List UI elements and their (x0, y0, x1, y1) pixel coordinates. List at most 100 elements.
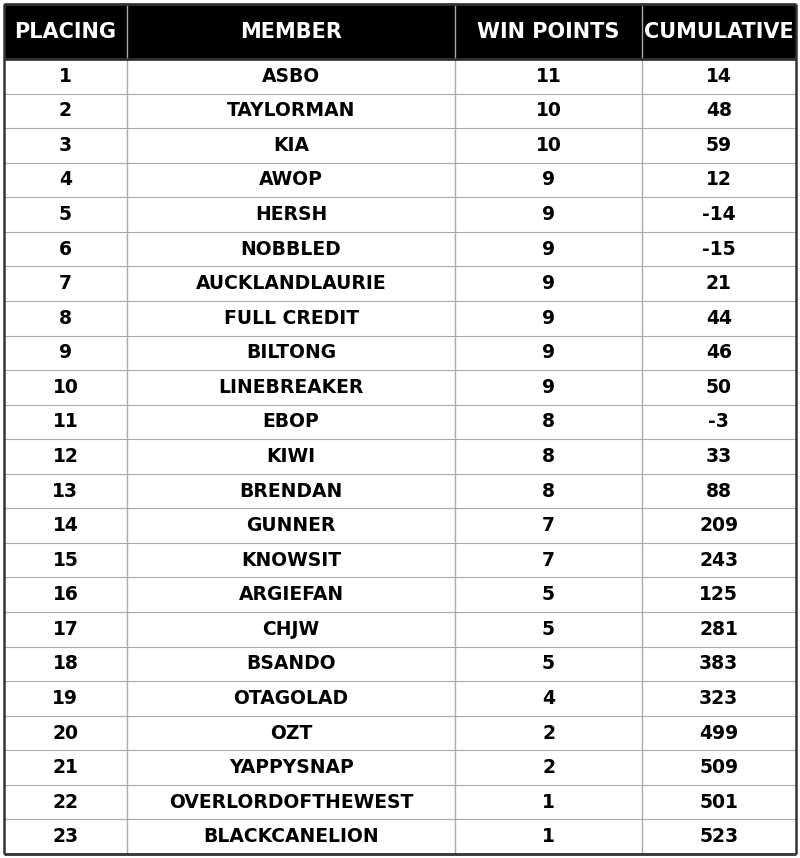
Bar (4, 4, 796, 59)
Bar (4, 301, 796, 335)
Text: 11: 11 (536, 67, 562, 86)
Bar (4, 163, 796, 197)
Text: NOBBLED: NOBBLED (241, 239, 342, 258)
Text: MEMBER: MEMBER (240, 21, 342, 41)
Text: 33: 33 (706, 447, 732, 466)
Text: 323: 323 (699, 689, 738, 708)
Text: -14: -14 (702, 205, 735, 224)
Text: 59: 59 (706, 136, 732, 155)
Bar (4, 750, 796, 785)
Bar (4, 647, 796, 681)
Text: 10: 10 (535, 136, 562, 155)
Text: 22: 22 (52, 793, 78, 812)
Text: 23: 23 (52, 827, 78, 846)
Text: 15: 15 (53, 551, 78, 570)
Text: 9: 9 (542, 378, 555, 397)
Text: 209: 209 (699, 517, 738, 535)
Text: 4: 4 (59, 171, 72, 190)
Text: 5: 5 (542, 585, 555, 604)
Text: TAYLORMAN: TAYLORMAN (227, 101, 355, 120)
Text: 48: 48 (706, 101, 732, 120)
Text: 20: 20 (52, 723, 78, 742)
Text: 2: 2 (542, 758, 555, 777)
Text: 9: 9 (542, 171, 555, 190)
Text: CUMULATIVE: CUMULATIVE (644, 21, 794, 41)
Bar (4, 474, 796, 508)
Text: AWOP: AWOP (259, 171, 323, 190)
Text: KIWI: KIWI (266, 447, 316, 466)
Text: 281: 281 (699, 619, 738, 639)
Bar (4, 128, 796, 163)
Text: 8: 8 (542, 413, 555, 432)
Text: 7: 7 (59, 275, 72, 293)
Text: BRENDAN: BRENDAN (239, 481, 342, 500)
Text: 9: 9 (542, 239, 555, 258)
Text: 21: 21 (706, 275, 732, 293)
Text: AUCKLANDLAURIE: AUCKLANDLAURIE (196, 275, 386, 293)
Text: PLACING: PLACING (14, 21, 116, 41)
Text: 12: 12 (53, 447, 78, 466)
Text: GUNNER: GUNNER (246, 517, 336, 535)
Text: 3: 3 (59, 136, 72, 155)
Text: 509: 509 (699, 758, 738, 777)
Text: 9: 9 (542, 205, 555, 224)
Bar (4, 681, 796, 716)
Text: 7: 7 (542, 517, 555, 535)
Text: KNOWSIT: KNOWSIT (241, 551, 341, 570)
Text: 9: 9 (542, 275, 555, 293)
Bar (4, 59, 796, 94)
Text: ASBO: ASBO (262, 67, 320, 86)
Text: BILTONG: BILTONG (246, 343, 336, 362)
Bar (4, 577, 796, 612)
Text: 499: 499 (699, 723, 738, 742)
Text: HERSH: HERSH (255, 205, 327, 224)
Text: 383: 383 (699, 655, 738, 674)
Text: LINEBREAKER: LINEBREAKER (218, 378, 364, 397)
Text: 44: 44 (706, 309, 732, 328)
Text: 14: 14 (53, 517, 78, 535)
Text: 13: 13 (52, 481, 78, 500)
Bar (4, 232, 796, 266)
Bar (4, 197, 796, 232)
Text: 9: 9 (542, 309, 555, 328)
Text: 21: 21 (53, 758, 78, 777)
Text: -15: -15 (702, 239, 735, 258)
Bar (4, 716, 796, 750)
Text: 7: 7 (542, 551, 555, 570)
Text: BSANDO: BSANDO (246, 655, 336, 674)
Text: 2: 2 (59, 101, 72, 120)
Bar (4, 405, 796, 439)
Text: YAPPYSNAP: YAPPYSNAP (229, 758, 354, 777)
Text: 4: 4 (542, 689, 555, 708)
Text: 1: 1 (542, 827, 555, 846)
Text: KIA: KIA (273, 136, 309, 155)
Text: 10: 10 (535, 101, 562, 120)
Bar (4, 785, 796, 819)
Bar (4, 370, 796, 405)
Text: 5: 5 (542, 619, 555, 639)
Text: OTAGOLAD: OTAGOLAD (234, 689, 349, 708)
Text: 8: 8 (59, 309, 72, 328)
Bar (4, 266, 796, 301)
Text: 9: 9 (59, 343, 72, 362)
Text: 10: 10 (53, 378, 78, 397)
Bar (4, 612, 796, 647)
Text: 5: 5 (59, 205, 72, 224)
Text: FULL CREDIT: FULL CREDIT (223, 309, 358, 328)
Text: 12: 12 (706, 171, 732, 190)
Text: OZT: OZT (270, 723, 312, 742)
Bar (4, 94, 796, 128)
Text: 2: 2 (542, 723, 555, 742)
Bar (4, 335, 796, 370)
Text: 1: 1 (542, 793, 555, 812)
Text: 1: 1 (59, 67, 72, 86)
Text: 50: 50 (706, 378, 732, 397)
Text: ARGIEFAN: ARGIEFAN (238, 585, 344, 604)
Text: -3: -3 (708, 413, 730, 432)
Text: 501: 501 (699, 793, 738, 812)
Text: 16: 16 (53, 585, 78, 604)
Text: 125: 125 (699, 585, 738, 604)
Text: 8: 8 (542, 447, 555, 466)
Text: OVERLORDOFTHEWEST: OVERLORDOFTHEWEST (169, 793, 414, 812)
Text: 6: 6 (59, 239, 72, 258)
